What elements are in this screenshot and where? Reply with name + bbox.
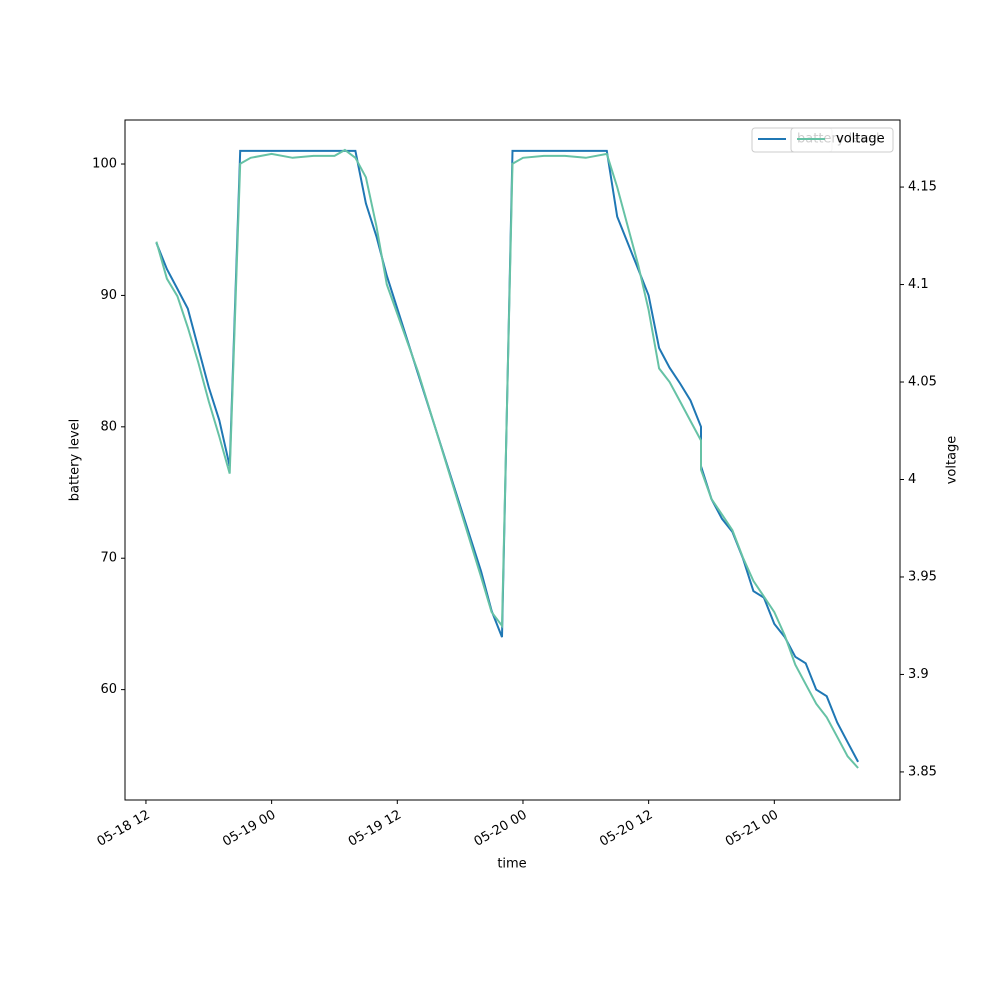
x-axis-label: time xyxy=(497,857,526,872)
y2-tick-label: 4.1 xyxy=(908,277,929,292)
y-axis-label: battery level xyxy=(68,419,83,502)
x-tick-label: 05-20 00 xyxy=(472,808,530,850)
legend-box xyxy=(790,127,894,153)
legend-label: voltage xyxy=(836,132,885,147)
y2-tick-label: 3.85 xyxy=(908,764,937,779)
y2-axis-label: voltage xyxy=(945,436,960,485)
x-tick-label: 05-19 00 xyxy=(220,808,278,850)
y2-tick-label: 3.95 xyxy=(908,569,937,584)
y-tick-label: 100 xyxy=(92,157,117,172)
y2-tick-label: 4.05 xyxy=(908,375,937,390)
y-tick-label: 60 xyxy=(100,682,117,697)
x-tick-label: 05-21 00 xyxy=(723,808,781,850)
y-tick-label: 90 xyxy=(100,288,117,303)
x-tick-label: 05-19 12 xyxy=(346,808,404,850)
y-tick-label: 80 xyxy=(100,419,117,434)
y2-tick-label: 4 xyxy=(908,472,916,487)
series-line xyxy=(155,149,859,763)
y2-tick-label: 3.9 xyxy=(908,667,929,682)
series-line xyxy=(155,148,859,769)
x-tick-label: 05-20 12 xyxy=(597,808,655,850)
y2-tick-label: 4.15 xyxy=(908,180,937,195)
y-tick-label: 70 xyxy=(100,551,117,566)
plot-frame xyxy=(124,119,901,801)
x-tick-label: 05-18 12 xyxy=(95,808,153,850)
